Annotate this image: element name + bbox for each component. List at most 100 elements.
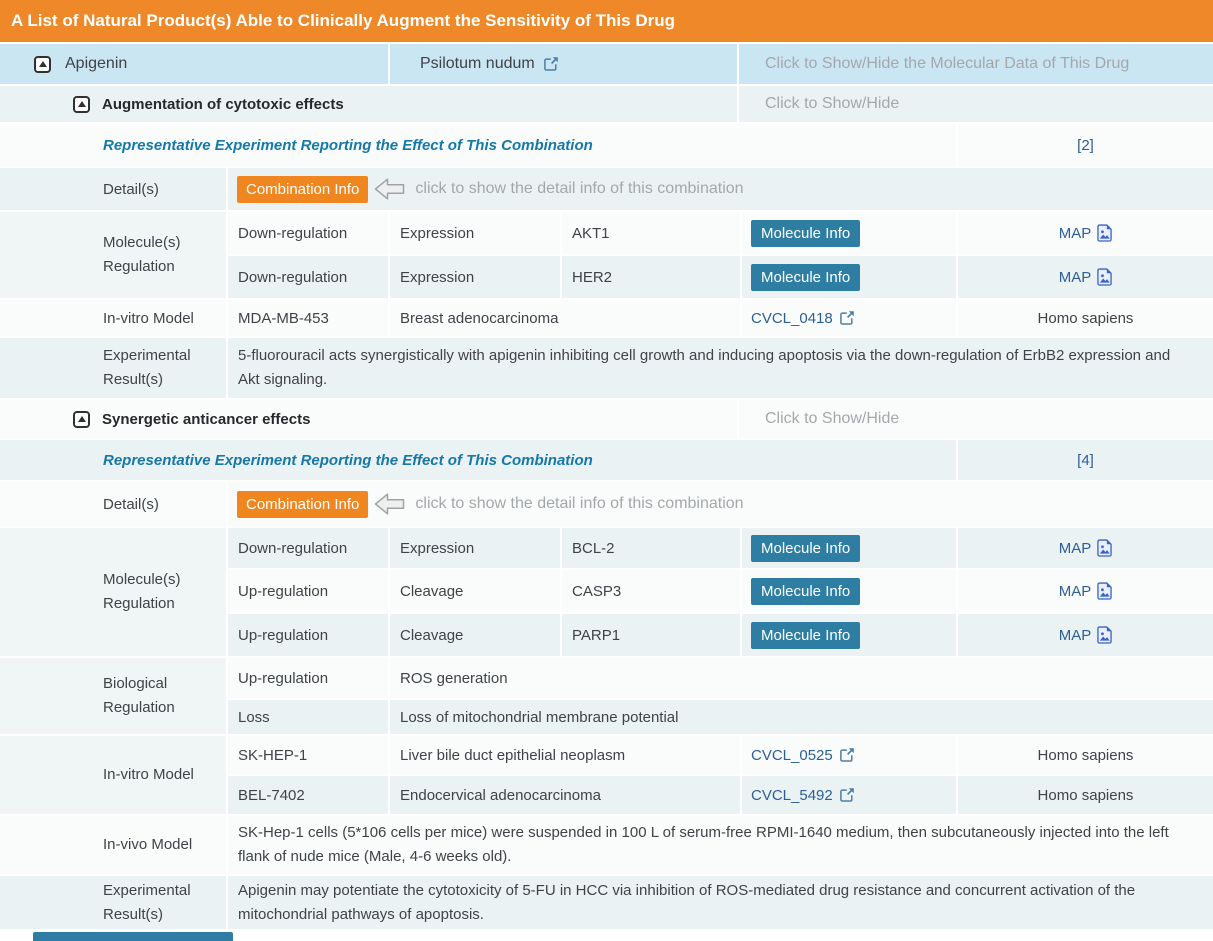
- cell-line: MDA-MB-453: [228, 300, 388, 336]
- in-vivo-label: In-vivo Model: [0, 816, 226, 874]
- in-vitro-band: In-vitro Model SK-HEP-1 Liver bile duct …: [0, 736, 1213, 814]
- molecule-info-button[interactable]: Molecule Info: [751, 219, 861, 247]
- organism: Homo sapiens: [958, 736, 1213, 774]
- section-title: Synergetic anticancer effects: [102, 410, 311, 428]
- details-hint: click to show the detail info of this co…: [415, 495, 744, 512]
- in-vivo-text: SK-Hep-1 cells (5*106 cells per mice) we…: [228, 816, 1213, 874]
- organism: Homo sapiens: [958, 300, 1213, 336]
- molecule-row: Up-regulation Cleavage PARP1 Molecule In…: [228, 614, 1213, 656]
- molecule-row: Up-regulation Cleavage CASP3 Molecule In…: [228, 570, 1213, 612]
- regulation-direction: Loss: [228, 700, 388, 734]
- map-link[interactable]: MAP: [958, 212, 1213, 254]
- triangle-up-icon: [77, 101, 86, 107]
- molecule-name: BCL-2: [562, 528, 740, 568]
- arrow-left-icon: [375, 493, 405, 515]
- in-vitro-row: SK-HEP-1 Liver bile duct epithelial neop…: [228, 736, 1213, 774]
- regulation-process: Expression: [390, 528, 560, 568]
- cellosaurus-id: CVCL_0525: [751, 746, 833, 764]
- section-show-hide-toggle[interactable]: Click to Show/Hide: [739, 400, 1213, 438]
- map-label: MAP: [1058, 268, 1092, 286]
- molecule-info-cell: Molecule Info: [742, 212, 956, 254]
- external-link-icon: [543, 57, 558, 71]
- species-name: Psilotum nudum: [420, 55, 535, 72]
- molecular-data-toggle[interactable]: Click to Show/Hide the Molecular Data of…: [739, 44, 1213, 84]
- regulation-process: Cleavage: [390, 570, 560, 612]
- map-link[interactable]: MAP: [958, 570, 1213, 612]
- section-show-hide-toggle[interactable]: Click to Show/Hide: [739, 86, 1213, 122]
- external-link-icon: [839, 788, 854, 802]
- map-label: MAP: [1058, 539, 1092, 557]
- cellosaurus-link[interactable]: CVCL_0418: [742, 300, 956, 336]
- map-link[interactable]: MAP: [958, 528, 1213, 568]
- representative-row: Representative Experiment Reporting the …: [0, 440, 1213, 480]
- in-vitro-label: In-vitro Model: [0, 736, 226, 814]
- in-vivo-row: In-vivo Model SK-Hep-1 cells (5*106 cell…: [0, 816, 1213, 874]
- map-link[interactable]: MAP: [958, 614, 1213, 656]
- triangle-up-icon: [77, 416, 86, 422]
- regulation-process: Expression: [390, 256, 560, 298]
- representative-label: Representative Experiment Reporting the …: [0, 440, 956, 480]
- disease-name: Endocervical adenocarcinoma: [390, 776, 740, 814]
- map-link[interactable]: MAP: [958, 256, 1213, 298]
- molecule-regulation-label: Molecule(s) Regulation: [0, 212, 226, 298]
- next-section-strip: [33, 932, 233, 941]
- cell-line: SK-HEP-1: [228, 736, 388, 774]
- table-header-row: A List of Natural Product(s) Able to Cli…: [0, 0, 1213, 42]
- representative-label: Representative Experiment Reporting the …: [0, 124, 956, 166]
- regulation-direction: Down-regulation: [228, 528, 388, 568]
- molecule-regulation-band: Molecule(s) Regulation Down-regulation E…: [0, 212, 1213, 298]
- combination-info-button[interactable]: Combination Info: [237, 175, 369, 203]
- biological-regulation-label: Biological Regulation: [0, 658, 226, 734]
- molecule-info-button[interactable]: Molecule Info: [751, 263, 861, 291]
- reference-count-link[interactable]: [4]: [958, 440, 1213, 480]
- representative-row: Representative Experiment Reporting the …: [0, 124, 1213, 166]
- details-label: Detail(s): [0, 482, 226, 526]
- details-hint: click to show the detail info of this co…: [415, 180, 744, 197]
- section-title: Augmentation of cytotoxic effects: [102, 95, 344, 113]
- map-image-icon: [1097, 268, 1112, 286]
- cell-line: BEL-7402: [228, 776, 388, 814]
- molecule-regulation-band: Molecule(s) Regulation Down-regulation E…: [0, 528, 1213, 656]
- collapse-toggle-icon[interactable]: [73, 95, 90, 113]
- regulation-process: Expression: [390, 212, 560, 254]
- regulation-direction: Up-regulation: [228, 570, 388, 612]
- details-row: Detail(s) Combination Info click to show…: [0, 168, 1213, 210]
- cellosaurus-id: CVCL_5492: [751, 786, 833, 804]
- molecule-info-cell: Molecule Info: [742, 256, 956, 298]
- molecule-info-button[interactable]: Molecule Info: [751, 621, 861, 649]
- collapse-toggle-icon[interactable]: [34, 55, 51, 73]
- map-label: MAP: [1058, 224, 1092, 242]
- species-link[interactable]: Psilotum nudum: [390, 44, 737, 84]
- experimental-result-label: Experimental Result(s): [0, 876, 226, 929]
- in-vitro-row: BEL-7402 Endocervical adenocarcinoma CVC…: [228, 776, 1213, 814]
- cellosaurus-link[interactable]: CVCL_0525: [742, 736, 956, 774]
- molecule-name: CASP3: [562, 570, 740, 612]
- external-link-icon: [839, 311, 854, 325]
- experimental-result-text: Apigenin may potentiate the cytotoxicity…: [228, 876, 1213, 929]
- map-label: MAP: [1058, 626, 1092, 644]
- molecule-info-button[interactable]: Molecule Info: [751, 577, 861, 605]
- disease-name: Liver bile duct epithelial neoplasm: [390, 736, 740, 774]
- regulation-process: Cleavage: [390, 614, 560, 656]
- map-image-icon: [1097, 539, 1112, 557]
- details-label: Detail(s): [0, 168, 226, 210]
- collapse-toggle-icon[interactable]: [73, 410, 90, 428]
- biological-row: Up-regulation ROS generation: [228, 658, 1213, 698]
- details-content-cell: Combination Info click to show the detai…: [228, 168, 1213, 210]
- disease-name: Breast adenocarcinoma: [390, 300, 740, 336]
- section-header-row: Augmentation of cytotoxic effects Click …: [0, 86, 1213, 122]
- experimental-result-row: Experimental Result(s) Apigenin may pote…: [0, 876, 1213, 929]
- molecule-info-button[interactable]: Molecule Info: [751, 534, 861, 562]
- section-title-cell: Synergetic anticancer effects: [0, 400, 737, 438]
- external-link-icon: [839, 748, 854, 762]
- map-image-icon: [1097, 224, 1112, 242]
- details-content-cell: Combination Info click to show the detai…: [228, 482, 1213, 526]
- molecule-info-cell: Molecule Info: [742, 528, 956, 568]
- cellosaurus-link[interactable]: CVCL_5492: [742, 776, 956, 814]
- molecule-info-cell: Molecule Info: [742, 614, 956, 656]
- combination-info-button[interactable]: Combination Info: [237, 490, 369, 518]
- reference-count-link[interactable]: [2]: [958, 124, 1213, 166]
- molecule-row: Down-regulation Expression HER2 Molecule…: [228, 256, 1213, 298]
- section-title-cell: Augmentation of cytotoxic effects: [0, 86, 737, 122]
